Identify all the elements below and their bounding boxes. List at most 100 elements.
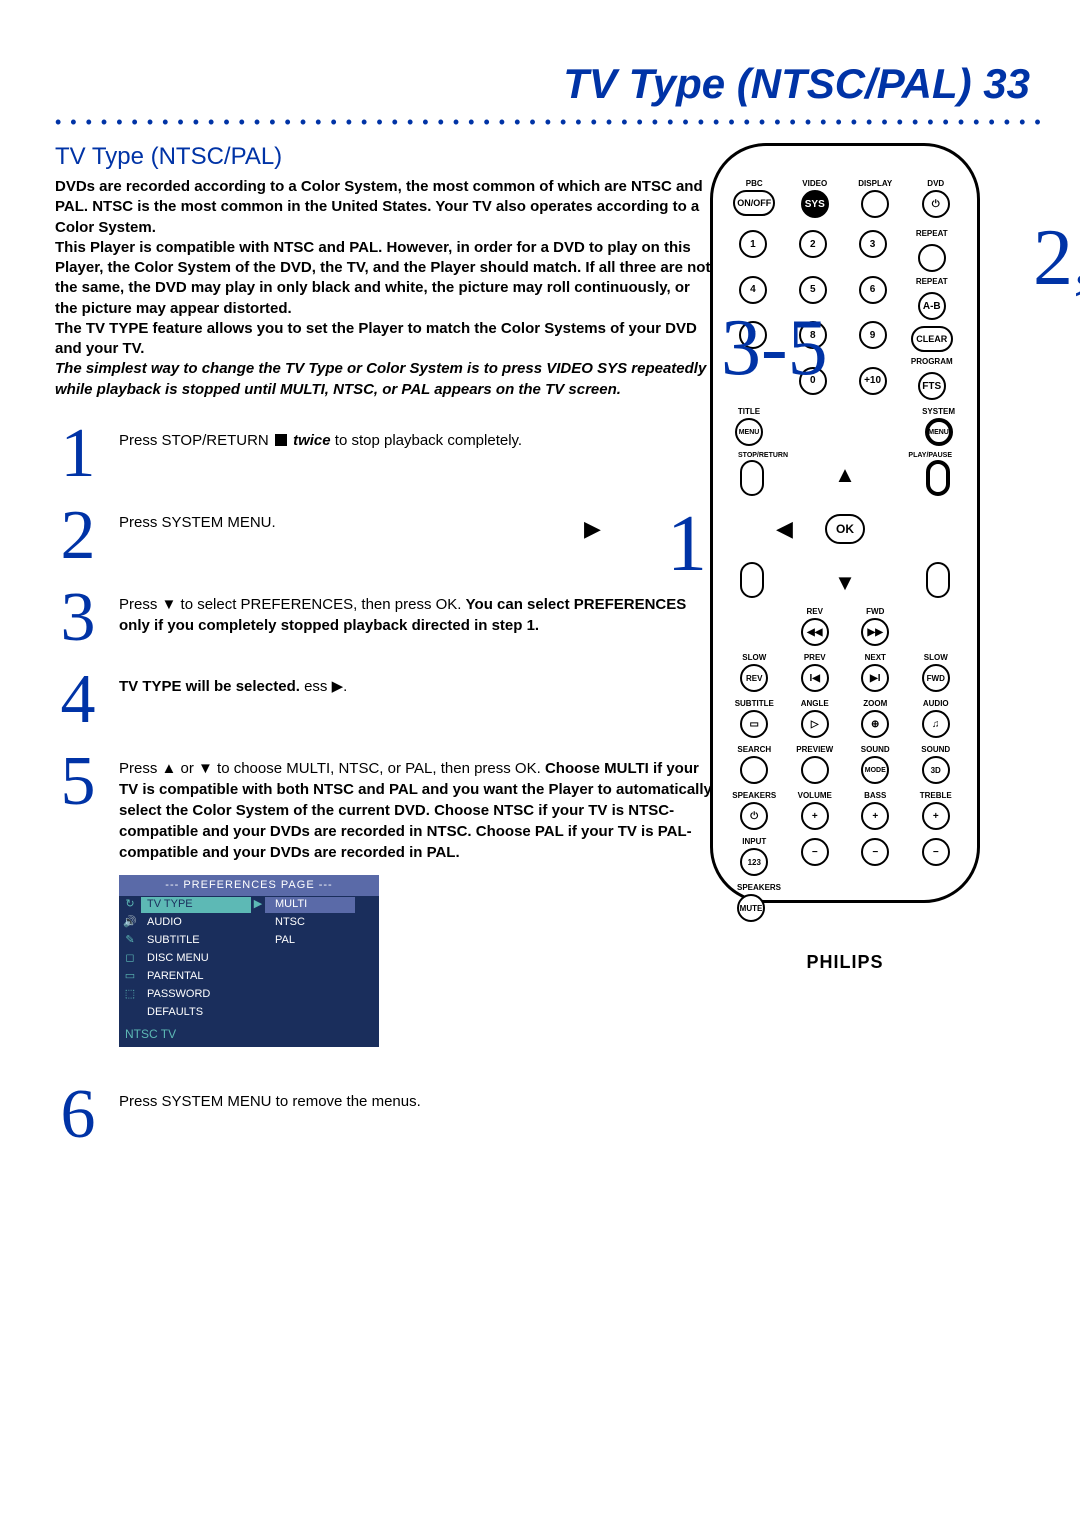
- step-text: ess ▶.: [304, 678, 347, 695]
- repeat-button[interactable]: [918, 244, 946, 272]
- pref-row: ↻TV TYPE▶MULTI: [119, 896, 379, 914]
- remote-control: PBCON/OFF VIDEOSYS DISPLAY DVD⏻ 1 2 3 4 …: [710, 143, 980, 903]
- stop-return-button[interactable]: [740, 562, 764, 598]
- up-arrow-button[interactable]: ▲: [834, 462, 856, 488]
- btn-label: FWD: [866, 608, 884, 616]
- sys-button[interactable]: SYS: [801, 190, 829, 218]
- btn-label: DISPLAY: [858, 180, 892, 188]
- speakers-button[interactable]: ⏻: [740, 802, 768, 830]
- fts-button[interactable]: FTS: [918, 372, 946, 400]
- pref-row-icon: ✎: [119, 933, 141, 948]
- step-emph: TV TYPE will be selected.: [119, 678, 300, 695]
- play-pause-button[interactable]: [926, 562, 950, 598]
- remote-row-8: SPEAKERSMUTE: [731, 884, 959, 922]
- next-button[interactable]: ▶I: [861, 664, 889, 692]
- step-4: 4 TV TYPE will be selected. ess ▶.: [55, 672, 715, 728]
- treble-down-button[interactable]: −: [922, 838, 950, 866]
- pref-row: ◻DISC MENU: [119, 950, 379, 968]
- num-0-button[interactable]: 0: [799, 367, 827, 395]
- btn-label: PBC: [746, 180, 763, 188]
- remote-row-4: SUBTITLE▭ ANGLE▷ ZOOM⊕ AUDIO♫: [731, 700, 959, 738]
- search-button[interactable]: [740, 756, 768, 784]
- vol-up-button[interactable]: +: [801, 802, 829, 830]
- header-divider: • • • • • • • • • • • • • • • • • • • • …: [55, 112, 1040, 133]
- step-text: Press STOP/RETURN: [119, 432, 273, 449]
- remote-row-7: INPUT123 − − −: [731, 838, 959, 876]
- step-number: 1: [55, 426, 101, 482]
- pref-row-value: MULTI: [265, 897, 355, 912]
- clear-button[interactable]: CLEAR: [911, 326, 953, 352]
- slow-rev-button[interactable]: REV: [740, 664, 768, 692]
- pref-row: DEFAULTS: [119, 1004, 379, 1022]
- preview-button[interactable]: [801, 756, 829, 784]
- power-button[interactable]: ⏻: [922, 190, 950, 218]
- num-2-button[interactable]: 2: [799, 230, 827, 258]
- pref-row: ▭PARENTAL: [119, 968, 379, 986]
- subtitle-button[interactable]: ▭: [740, 710, 768, 738]
- btn-label: NEXT: [865, 654, 886, 662]
- step-number: 4: [55, 672, 101, 728]
- num-7-button[interactable]: 7: [739, 321, 767, 349]
- intro-p1: DVDs are recorded according to a Color S…: [55, 178, 703, 236]
- pref-row-icon: 🔊: [119, 915, 141, 930]
- repeat-ab-button[interactable]: A-B: [918, 292, 946, 320]
- btn-label: PROGRAM: [911, 358, 953, 366]
- num-6-button[interactable]: 6: [859, 276, 887, 304]
- step-1: 1 Press STOP/RETURN twice to stop playba…: [55, 426, 715, 482]
- prev-button[interactable]: I◀: [801, 664, 829, 692]
- rev-button[interactable]: ◀◀: [801, 618, 829, 646]
- ok-button[interactable]: OK: [825, 514, 865, 544]
- num-5-button[interactable]: 5: [799, 276, 827, 304]
- sound-3d-button[interactable]: 3D: [922, 756, 950, 784]
- mute-button[interactable]: MUTE: [737, 894, 765, 922]
- btn-label: SEARCH: [737, 746, 771, 754]
- preferences-screenshot: --- PREFERENCES PAGE --- ↻TV TYPE▶MULTI🔊…: [119, 875, 379, 1047]
- plus10-button[interactable]: +10: [859, 367, 887, 395]
- btn-label: AUDIO: [923, 700, 949, 708]
- page-title: TV Type (NTSC/PAL) 33: [55, 60, 1040, 108]
- step-number: 3: [55, 590, 101, 646]
- step-3: 3 Press ▼ to select PREFERENCES, then pr…: [55, 590, 715, 646]
- input-button[interactable]: 123: [740, 848, 768, 876]
- btn-label: REPEAT: [916, 230, 948, 238]
- corner-label: STOP/RETURN: [738, 452, 788, 459]
- pref-row-value: NTSC: [265, 915, 355, 930]
- slow-fwd-button[interactable]: FWD: [922, 664, 950, 692]
- vol-down-button[interactable]: −: [801, 838, 829, 866]
- btn-label: SPEAKERS: [732, 792, 776, 800]
- angle-button[interactable]: ▷: [801, 710, 829, 738]
- onoff-button[interactable]: ON/OFF: [733, 190, 775, 216]
- fwd-button[interactable]: ▶▶: [861, 618, 889, 646]
- down-arrow-button[interactable]: ▼: [834, 570, 856, 596]
- step-text: Press SYSTEM MENU.: [119, 508, 276, 564]
- corner-label: PLAY/PAUSE: [908, 452, 952, 459]
- nav-corner-button[interactable]: [740, 460, 764, 496]
- display-button[interactable]: [861, 190, 889, 218]
- callout-2-6: 2,6: [1033, 213, 1080, 304]
- num-4-button[interactable]: 4: [739, 276, 767, 304]
- zoom-button[interactable]: ⊕: [861, 710, 889, 738]
- intro-block: DVDs are recorded according to a Color S…: [55, 177, 715, 400]
- num-8-button[interactable]: 8: [799, 321, 827, 349]
- btn-label: PREV: [804, 654, 826, 662]
- btn-label: VIDEO: [802, 180, 827, 188]
- btn-label: PREVIEW: [796, 746, 833, 754]
- sound-mode-button[interactable]: MODE: [861, 756, 889, 784]
- bass-up-button[interactable]: +: [861, 802, 889, 830]
- bass-down-button[interactable]: −: [861, 838, 889, 866]
- num-9-button[interactable]: 9: [859, 321, 887, 349]
- system-menu-button[interactable]: MENU: [925, 418, 953, 446]
- section-heading: TV Type (NTSC/PAL): [55, 143, 715, 171]
- audio-button[interactable]: ♫: [922, 710, 950, 738]
- pref-row-label: TV TYPE: [141, 897, 251, 912]
- num-1-button[interactable]: 1: [739, 230, 767, 258]
- title-menu-button[interactable]: MENU: [735, 418, 763, 446]
- navigation-pad: STOP/RETURN PLAY/PAUSE ▲ ▼ ◀ ▶ OK: [740, 464, 950, 594]
- pref-row-icon: ↻: [119, 897, 141, 912]
- remote-row-media: REV◀◀ FWD▶▶: [731, 608, 959, 646]
- treble-up-button[interactable]: +: [922, 802, 950, 830]
- btn-label: SOUND: [921, 746, 950, 754]
- step-text-2: to stop playback completely.: [335, 432, 522, 449]
- num-3-button[interactable]: 3: [859, 230, 887, 258]
- nav-corner-button[interactable]: [926, 460, 950, 496]
